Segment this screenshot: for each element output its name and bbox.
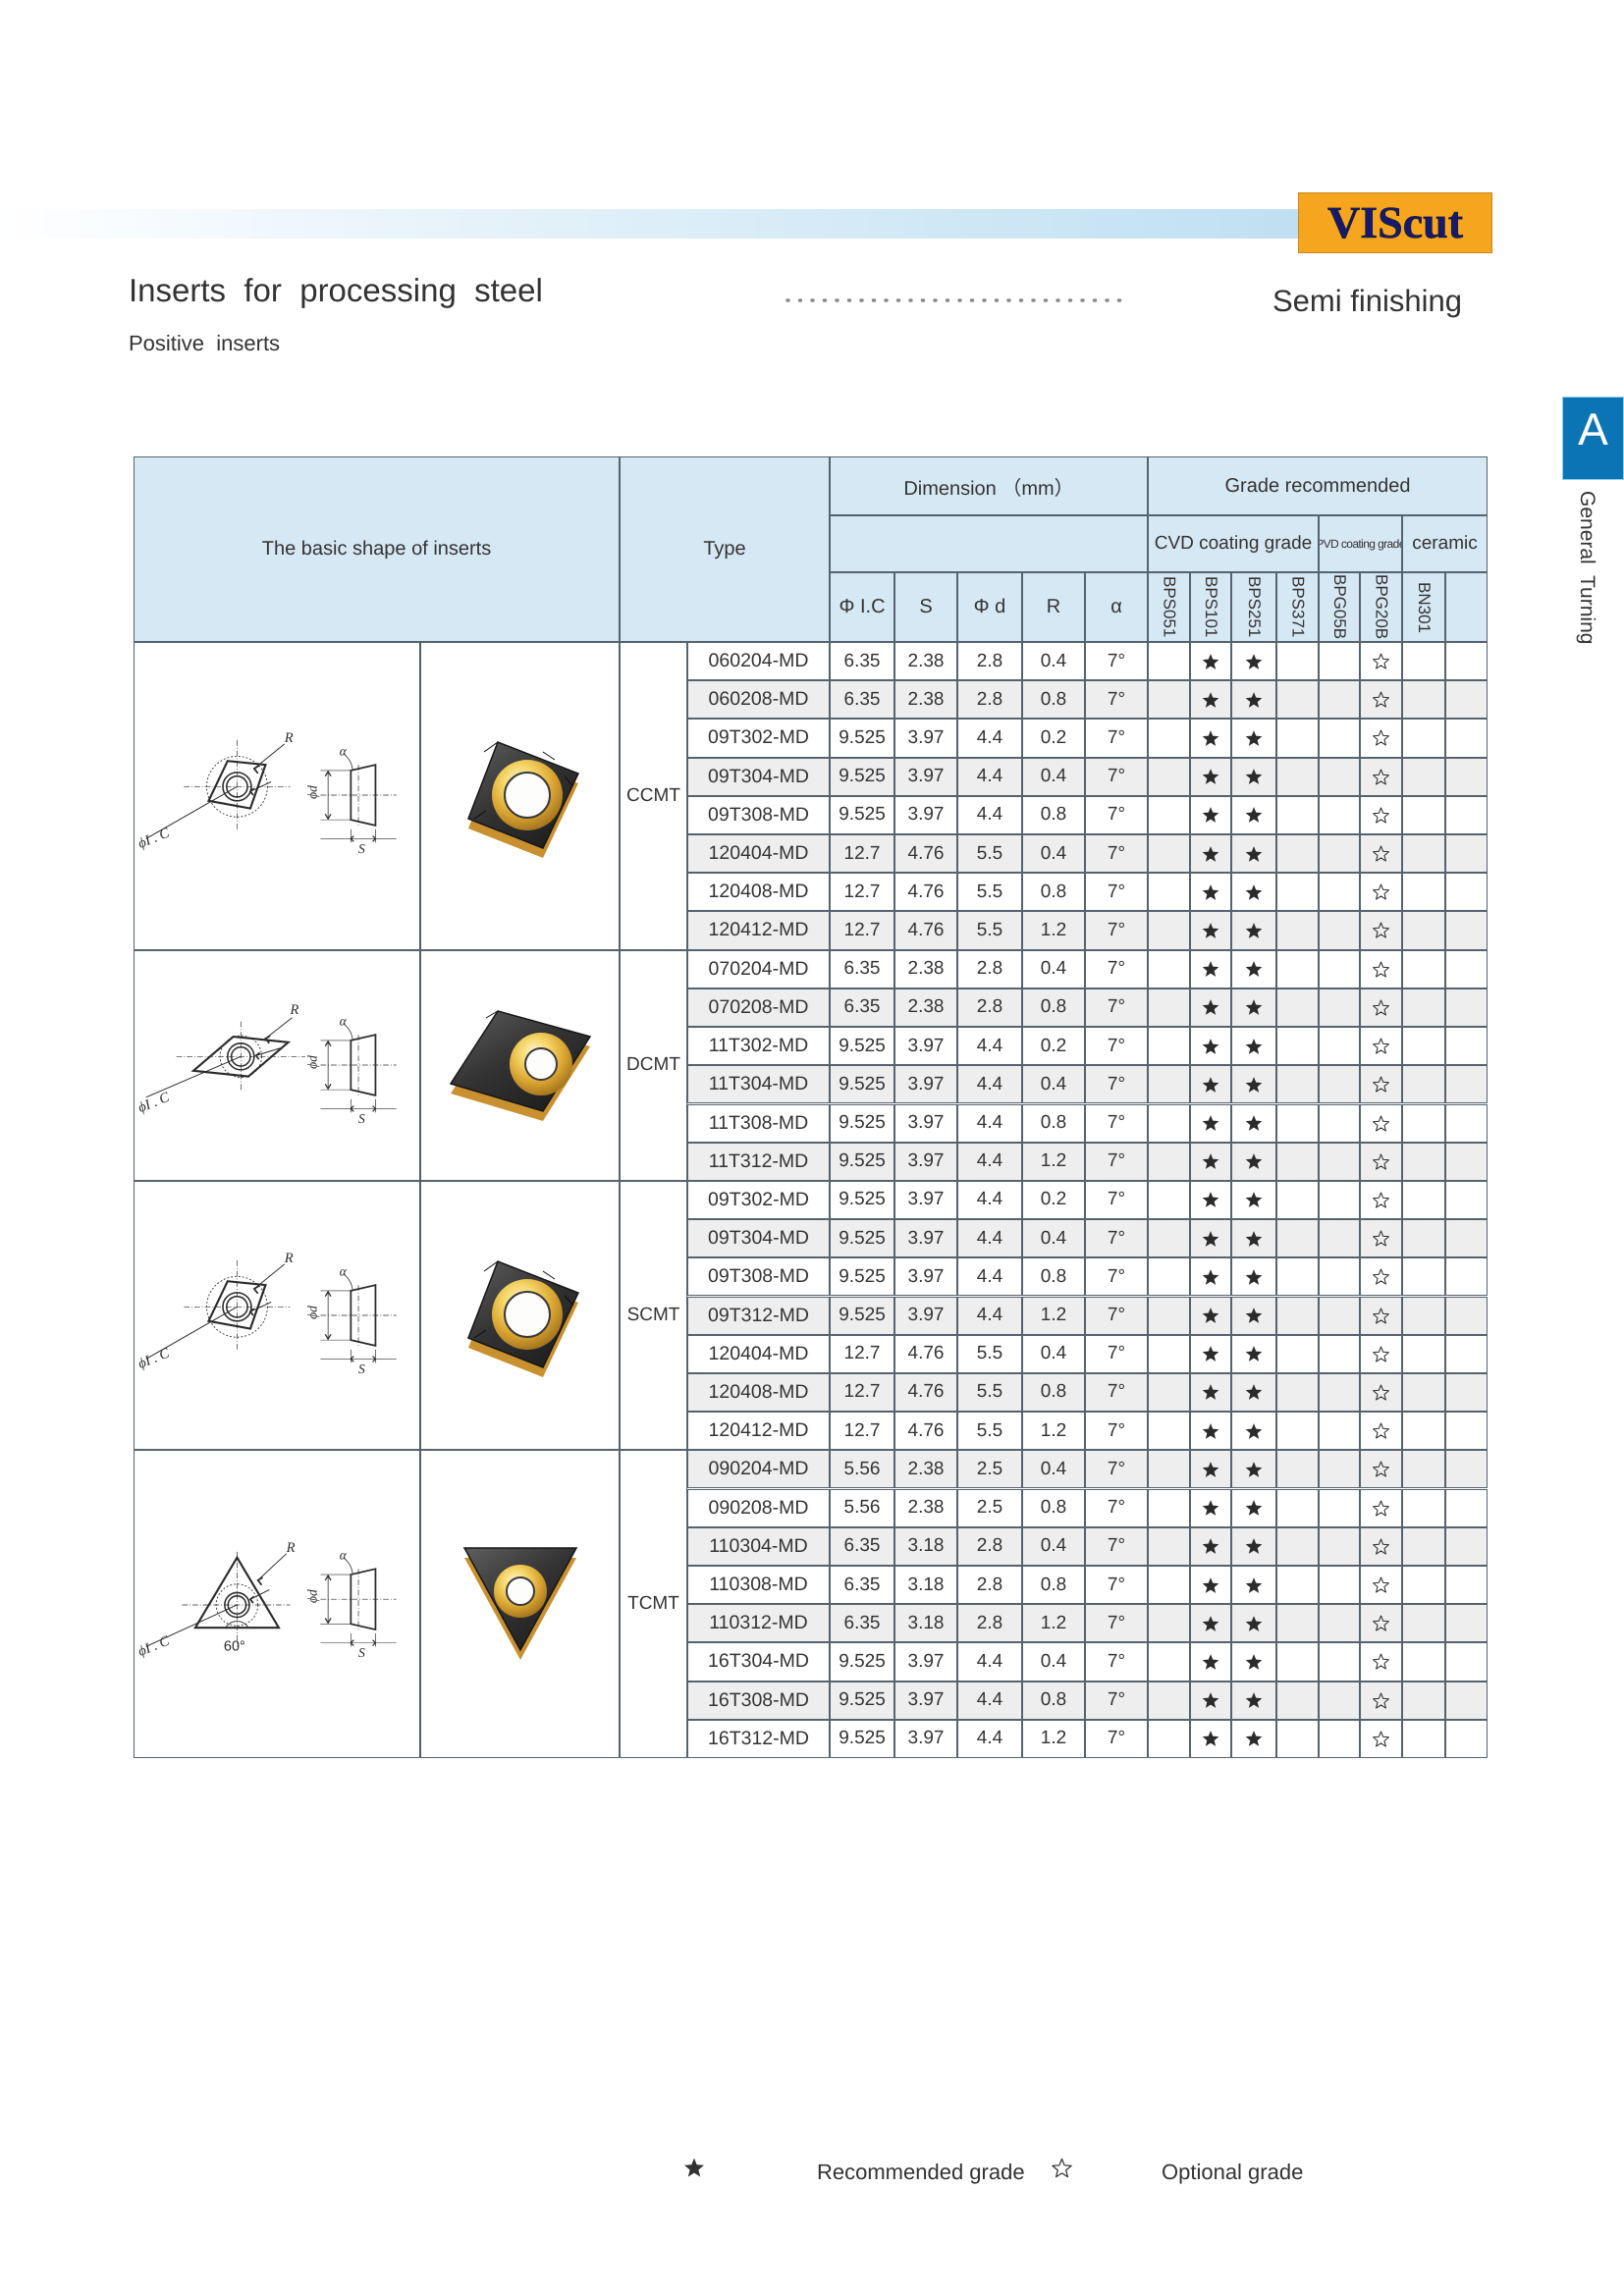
svg-text:ϕd: ϕd	[306, 784, 320, 799]
svg-text:VIScut: VIScut	[1327, 197, 1464, 247]
svg-text:α: α	[340, 745, 348, 759]
svg-text:ϕI . C: ϕI . C	[138, 1090, 173, 1116]
svg-text:R: R	[284, 1251, 294, 1265]
svg-text:S: S	[358, 1362, 365, 1376]
svg-text:α: α	[340, 1264, 348, 1278]
svg-text:α: α	[340, 1549, 348, 1563]
svg-text:ϕI . C: ϕI . C	[138, 826, 173, 852]
svg-text:ϕI . C: ϕI . C	[138, 1632, 173, 1659]
svg-text:ϕI . C: ϕI . C	[138, 1345, 173, 1371]
svg-text:ϕd: ϕd	[306, 1588, 320, 1603]
svg-text:60°: 60°	[224, 1637, 245, 1653]
svg-text:R: R	[284, 731, 294, 746]
svg-text:S: S	[358, 1112, 365, 1126]
svg-text:S: S	[358, 843, 365, 857]
svg-text:R: R	[290, 1002, 299, 1017]
svg-text:R: R	[286, 1540, 296, 1555]
svg-text:S: S	[358, 1646, 365, 1660]
svg-text:ϕd: ϕd	[306, 1054, 320, 1069]
svg-text:α: α	[340, 1015, 348, 1029]
svg-text:ϕd: ϕd	[306, 1305, 320, 1319]
